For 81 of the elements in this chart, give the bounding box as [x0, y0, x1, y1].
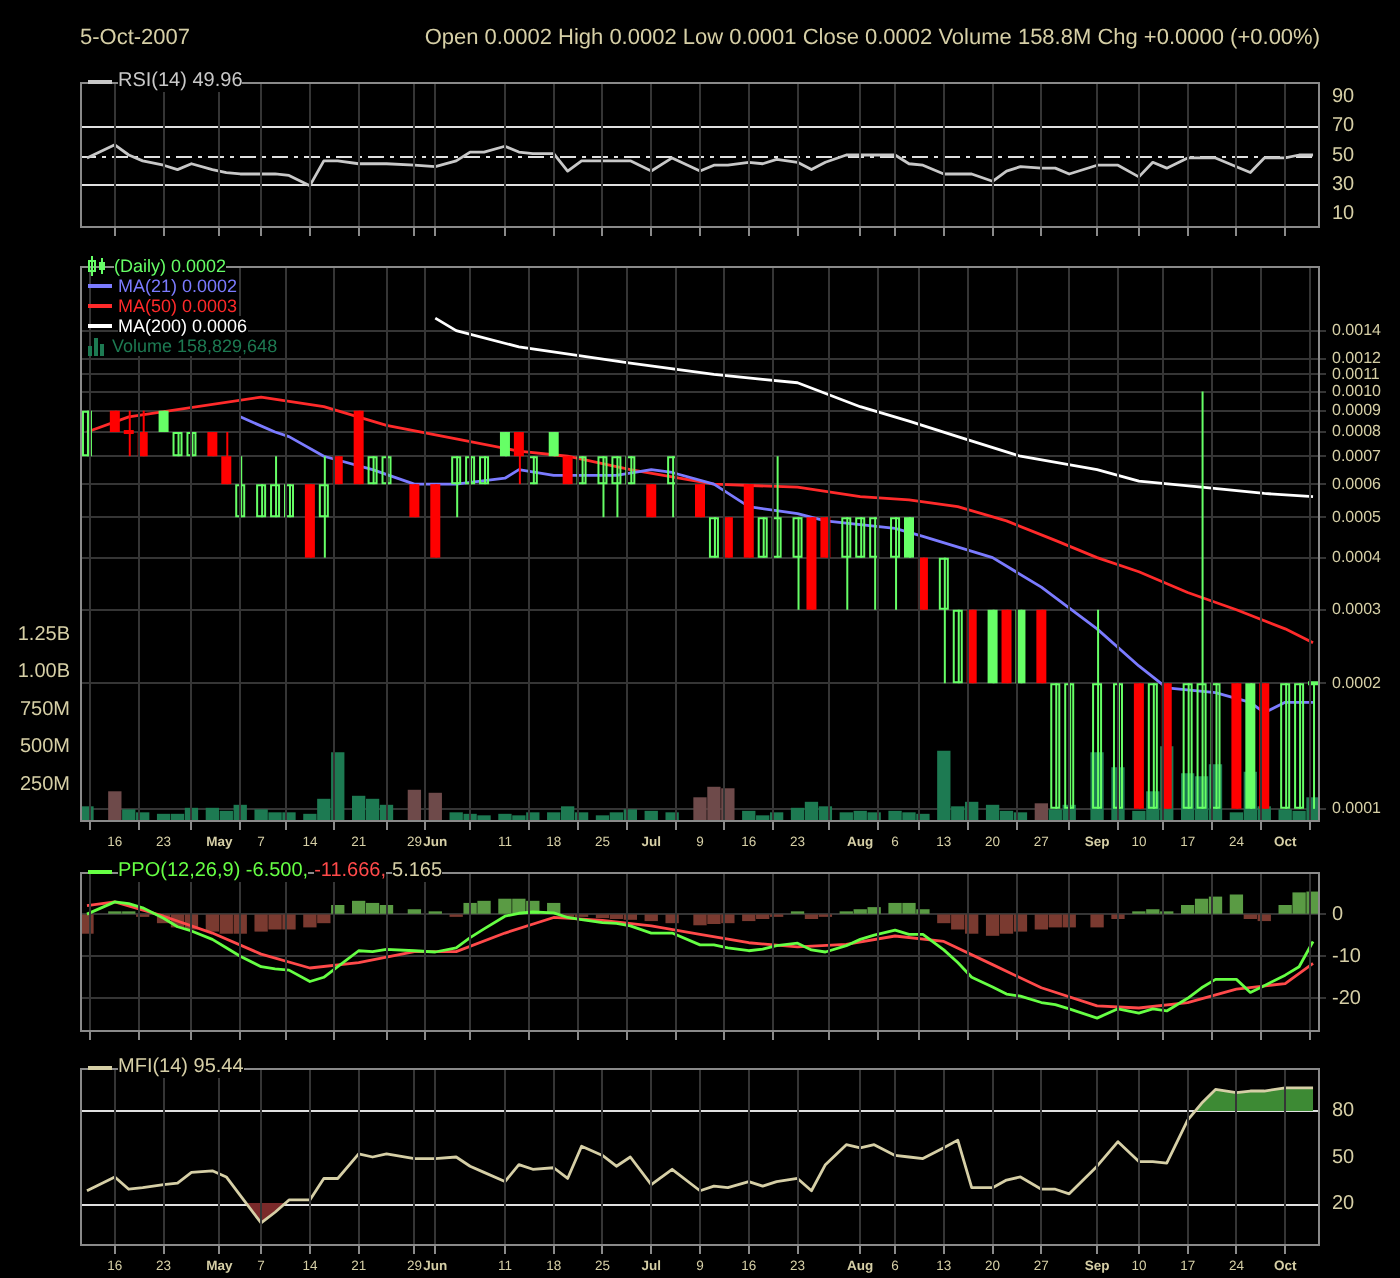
bar [1090, 914, 1104, 928]
candlestick [451, 455, 462, 519]
candlestick [367, 455, 378, 486]
candlestick [465, 455, 476, 486]
y-tick-label: 0.0014 [1332, 321, 1383, 340]
candlestick [221, 431, 232, 486]
candlestick [235, 455, 246, 519]
candlestick [256, 483, 267, 519]
y-tick-label: 30 [1332, 173, 1356, 196]
y-tick-label: 0.0002 [1332, 673, 1383, 692]
candlestick [499, 431, 510, 458]
bar [665, 914, 679, 924]
legend-label: Volume 158,829,648 [112, 336, 278, 356]
y-tick-label: 50 [1332, 1146, 1356, 1169]
candlestick [562, 455, 573, 486]
y2-tick-label: 1.25B [17, 623, 71, 646]
candlestick [855, 516, 866, 559]
y-tick-label: 0.0012 [1332, 348, 1383, 367]
y-tick-label: 70 [1332, 115, 1356, 138]
legend-label: PPO(12,26,9) -6.500, [118, 860, 309, 882]
candlestick [283, 483, 294, 519]
y-tick-label: 0.0005 [1332, 507, 1383, 526]
candlestick [1280, 682, 1291, 810]
candlestick [597, 455, 608, 519]
candlestick [81, 409, 92, 458]
y2-tick-label: 750M [19, 698, 70, 721]
y-tick-label: 0.0009 [1332, 401, 1383, 420]
y-tick-label: 0 [1332, 903, 1344, 926]
candlestick [625, 455, 636, 486]
candlestick [409, 483, 420, 519]
candlestick [708, 516, 719, 559]
legend-label: MA(200) 0.0006 [118, 316, 248, 336]
y-tick-label: -10 [1332, 945, 1362, 968]
y-tick-label: 0.0010 [1332, 382, 1383, 401]
candlestick [841, 516, 852, 611]
candlestick [667, 455, 678, 519]
candlestick [479, 455, 490, 486]
candlestick [869, 516, 880, 611]
y-tick-label: 0.0001 [1332, 799, 1383, 818]
y-tick-label: 50 [1332, 144, 1356, 167]
y-tick-label: 0.0008 [1332, 422, 1383, 441]
y2-tick-label: 1.00B [17, 661, 71, 684]
candlestick [270, 455, 281, 519]
y-tick-label: 0.0003 [1332, 600, 1383, 619]
y-tick-label: 0.0007 [1332, 446, 1383, 465]
bar [1229, 894, 1244, 914]
candlestick [381, 455, 392, 486]
y2-tick-label: 250M [19, 773, 70, 796]
candlestick [1050, 682, 1061, 810]
legend-label: RSI(14) 49.96 [118, 70, 243, 92]
candlestick [1294, 682, 1305, 810]
y-tick-label: 0.0006 [1332, 474, 1383, 493]
y-tick-label: 0.0011 [1332, 364, 1381, 383]
chart-title: 5-Oct-2007 [80, 26, 191, 50]
legend-label: (Daily) 0.0002 [114, 256, 227, 276]
series-label: 5.165 [392, 860, 443, 882]
chart-subtitle: Open 0.0002 High 0.0002 Low 0.0001 Close 0.0002 Volume 158.8M Chg +0.0000 (+0.00%) [424, 26, 1320, 50]
candlestick [952, 608, 963, 685]
y-tick-label: 90 [1332, 86, 1356, 109]
candlestick [123, 409, 134, 458]
y-tick-label: 0.0004 [1332, 548, 1383, 567]
y-tick-label: 10 [1332, 202, 1356, 225]
candlestick [890, 516, 901, 611]
candlestick [548, 431, 559, 458]
bar [644, 914, 658, 922]
candlestick [611, 455, 622, 519]
y-tick-label: 20 [1332, 1192, 1356, 1215]
candlestick [318, 455, 329, 559]
y-tick-label: -20 [1332, 987, 1362, 1010]
candlestick [513, 431, 524, 486]
text: -11.666, [314, 860, 387, 882]
legend-label: MA(50) 0.0003 [118, 296, 238, 316]
legend-label: MFI(14) 95.44 [118, 1056, 244, 1078]
candlestick [646, 483, 657, 519]
y2-tick-label: 500M [19, 736, 70, 759]
legend-label: MA(21) 0.0002 [118, 276, 238, 296]
candlestick [757, 516, 768, 559]
y-tick-label: 80 [1332, 1100, 1356, 1123]
candlestick [938, 556, 949, 685]
candlestick [792, 516, 803, 611]
candlestick [207, 431, 218, 458]
